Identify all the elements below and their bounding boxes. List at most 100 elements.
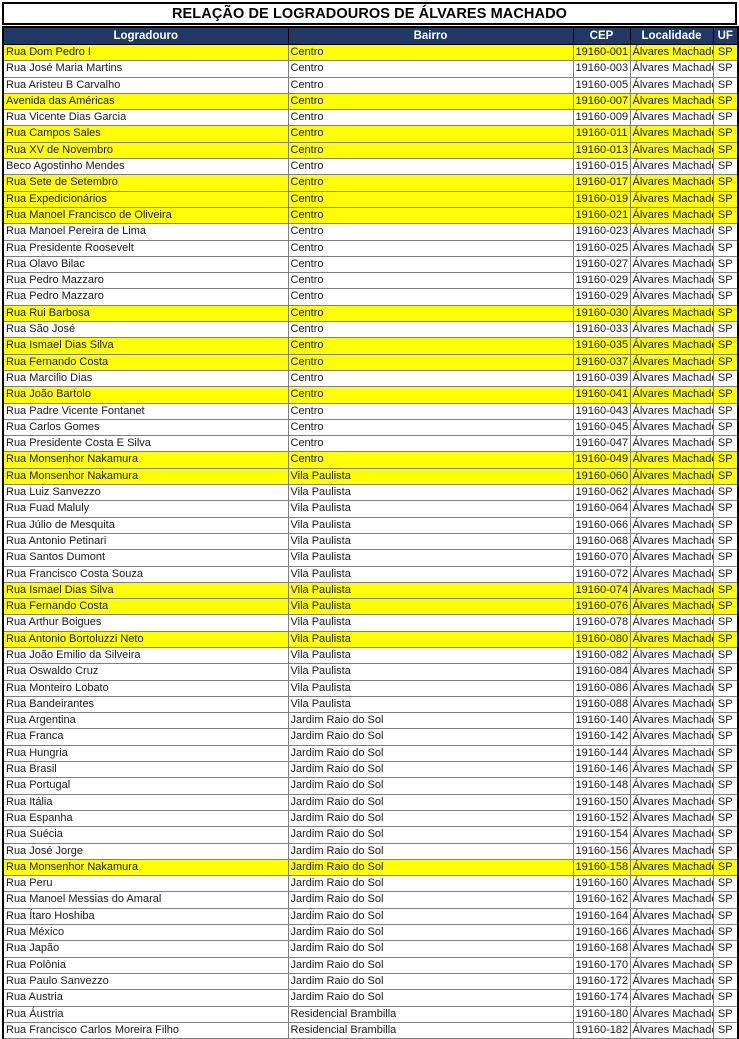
cell-logradouro[interactable]: Rua Oswaldo Cruz <box>2 663 289 681</box>
table-row[interactable]: Rua Antonio Petinari Vila Paulista 19160-0… <box>2 532 739 551</box>
cell-uf[interactable]: SP <box>712 761 739 779</box>
table-row[interactable]: Rua Ismael Dias Silva Vila Paulista 19160-… <box>2 581 739 600</box>
cell-logradouro[interactable]: Rua Manoel Pereira de Lima <box>2 223 289 241</box>
table-row[interactable]: Rua Ismael Dias Silva Centro 19160-035 Álva… <box>2 337 739 355</box>
table-row[interactable]: Rua Francisco Costa Souza Vila Paulista 19… <box>2 565 739 583</box>
table-row[interactable]: Rua Monsenhor Nakamura Centro 19160-049 Álv… <box>2 451 739 469</box>
cell-logradouro[interactable]: Rua Brasil <box>2 761 289 779</box>
cell-logradouro[interactable]: Rua Monsenhor Nakamura <box>2 858 289 877</box>
cell-bairro[interactable]: Jardim Raio do Sol <box>287 793 574 811</box>
cell-logradouro[interactable]: Rua Monteiro Lobato <box>2 679 289 697</box>
cell-cep[interactable]: 19160-166 <box>572 924 631 942</box>
table-row[interactable]: Rua Campos Sales Centro 19160-011 Álvares M… <box>2 125 739 143</box>
cell-bairro[interactable]: Centro <box>287 402 574 420</box>
cell-logradouro[interactable]: Rua Carlos Gomes <box>2 418 289 437</box>
cell-bairro[interactable]: Centro <box>287 353 574 371</box>
cell-logradouro[interactable]: Rua Polônia <box>2 956 289 974</box>
cell-localidade[interactable]: Álvares Machado <box>629 402 714 420</box>
cell-logradouro[interactable]: Rua José Maria Martins <box>2 60 289 78</box>
cell-uf[interactable]: SP <box>712 875 739 893</box>
table-row[interactable]: Rua Oswaldo Cruz Vila Paulista 19160-084 Ál… <box>2 663 739 681</box>
table-row[interactable]: Rua Suécia Jardim Raio do Sol 19160-154 Álv… <box>2 826 739 844</box>
cell-logradouro[interactable]: Rua João Bartolo <box>2 386 289 404</box>
cell-localidade[interactable]: Álvares Machado <box>629 663 714 681</box>
table-row[interactable]: Rua Paulo Sanvezzo Jardim Raio do Sol 1916… <box>2 972 739 991</box>
table-row[interactable]: Rua Presidente Costa E Silva Centro 19160-… <box>2 435 739 453</box>
cell-uf[interactable]: SP <box>712 614 739 632</box>
cell-bairro[interactable]: Jardim Raio do Sol <box>287 712 574 730</box>
cell-uf[interactable]: SP <box>712 989 739 1007</box>
cell-bairro[interactable]: Jardim Raio do Sol <box>287 891 574 909</box>
cell-cep[interactable]: 19160-037 <box>572 353 631 371</box>
cell-logradouro[interactable]: Rua Francisco Carlos Moreira Filho <box>2 1021 289 1039</box>
cell-uf[interactable]: SP <box>712 304 739 323</box>
cell-localidade[interactable]: Álvares Machado <box>629 418 714 437</box>
cell-logradouro[interactable]: Rua XV de Novembro <box>2 141 289 160</box>
cell-bairro[interactable]: Jardim Raio do Sol <box>287 761 574 779</box>
cell-logradouro[interactable]: Rua Pedro Mazzaro <box>2 288 289 306</box>
cell-logradouro[interactable]: Rua Austria <box>2 989 289 1007</box>
cell-localidade[interactable]: Álvares Machado <box>629 337 714 355</box>
cell-cep[interactable]: 19160-154 <box>572 826 631 844</box>
cell-localidade[interactable]: Álvares Machado <box>629 712 714 730</box>
cell-uf[interactable]: SP <box>712 174 739 192</box>
cell-cep[interactable]: 19160-158 <box>572 858 631 877</box>
cell-uf[interactable]: SP <box>712 777 739 795</box>
cell-cep[interactable]: 19160-142 <box>572 728 631 746</box>
cell-localidade[interactable]: Álvares Machado <box>629 451 714 469</box>
cell-uf[interactable]: SP <box>712 369 739 388</box>
cell-cep[interactable]: 19160-015 <box>572 158 631 176</box>
cell-bairro[interactable]: Jardim Raio do Sol <box>287 924 574 942</box>
table-row[interactable]: Rua Fernando Costa Vila Paulista 19160-076… <box>2 598 739 616</box>
cell-logradouro[interactable]: Rua Ítaro Hoshiba <box>2 907 289 926</box>
cell-localidade[interactable]: Álvares Machado <box>629 43 714 62</box>
cell-localidade[interactable]: Álvares Machado <box>629 1021 714 1039</box>
cell-bairro[interactable]: Vila Paulista <box>287 500 574 518</box>
cell-localidade[interactable]: Álvares Machado <box>629 321 714 339</box>
cell-bairro[interactable]: Vila Paulista <box>287 630 574 648</box>
cell-uf[interactable]: SP <box>712 288 739 306</box>
cell-bairro[interactable]: Vila Paulista <box>287 516 574 534</box>
cell-bairro[interactable]: Jardim Raio do Sol <box>287 875 574 893</box>
cell-uf[interactable]: SP <box>712 109 739 127</box>
cell-cep[interactable]: 19160-182 <box>572 1021 631 1039</box>
cell-localidade[interactable]: Álvares Machado <box>629 907 714 926</box>
cell-bairro[interactable]: Jardim Raio do Sol <box>287 728 574 746</box>
cell-logradouro[interactable]: Rua Francisco Costa Souza <box>2 565 289 583</box>
cell-logradouro[interactable]: Rua Franca <box>2 728 289 746</box>
table-row[interactable]: Rua Luiz Sanvezzo Vila Paulista 19160-062 Á… <box>2 484 739 502</box>
table-row[interactable]: Rua Expedicionários Centro 19160-019 Álvare… <box>2 190 739 208</box>
table-row[interactable]: Rua México Jardim Raio do Sol 19160-166 Álv… <box>2 924 739 942</box>
cell-bairro[interactable]: Vila Paulista <box>287 549 574 567</box>
table-row[interactable]: Rua Fernando Costa Centro 19160-037 Álvares… <box>2 353 739 371</box>
table-row[interactable]: Avenida das Américas Centro 19160-007 Álvar… <box>2 92 739 111</box>
table-row[interactable]: Rua Manoel Francisco de Oliveira Centro 19… <box>2 206 739 225</box>
cell-bairro[interactable]: Jardim Raio do Sol <box>287 940 574 958</box>
column-header-uf[interactable]: UF <box>712 26 739 45</box>
cell-logradouro[interactable]: Rua Argentina <box>2 712 289 730</box>
cell-bairro[interactable]: Vila Paulista <box>287 565 574 583</box>
cell-cep[interactable]: 19160-074 <box>572 581 631 600</box>
cell-logradouro[interactable]: Rua Vicente Dias Garcia <box>2 109 289 127</box>
cell-localidade[interactable]: Álvares Machado <box>629 223 714 241</box>
table-row[interactable]: Rua Argentina Jardim Raio do Sol 19160-140… <box>2 712 739 730</box>
cell-localidade[interactable]: Álvares Machado <box>629 972 714 991</box>
cell-uf[interactable]: SP <box>712 679 739 697</box>
cell-cep[interactable]: 19160-011 <box>572 125 631 143</box>
cell-cep[interactable]: 19160-003 <box>572 60 631 78</box>
cell-localidade[interactable]: Álvares Machado <box>629 809 714 828</box>
cell-localidade[interactable]: Álvares Machado <box>629 989 714 1007</box>
cell-cep[interactable]: 19160-162 <box>572 891 631 909</box>
table-row[interactable]: Rua Júlio de Mesquita Vila Paulista 19160-… <box>2 516 739 534</box>
cell-cep[interactable]: 19160-152 <box>572 809 631 828</box>
table-row[interactable]: Rua Ítaro Hoshiba Jardim Raio do Sol 19160… <box>2 907 739 926</box>
cell-cep[interactable]: 19160-013 <box>572 141 631 160</box>
cell-bairro[interactable]: Vila Paulista <box>287 695 574 714</box>
cell-bairro[interactable]: Centro <box>287 288 574 306</box>
cell-cep[interactable]: 19160-029 <box>572 288 631 306</box>
cell-cep[interactable]: 19160-041 <box>572 386 631 404</box>
cell-uf[interactable]: SP <box>712 272 739 290</box>
cell-localidade[interactable]: Álvares Machado <box>629 109 714 127</box>
cell-logradouro[interactable]: Rua José Jorge <box>2 842 289 860</box>
cell-bairro[interactable]: Vila Paulista <box>287 598 574 616</box>
